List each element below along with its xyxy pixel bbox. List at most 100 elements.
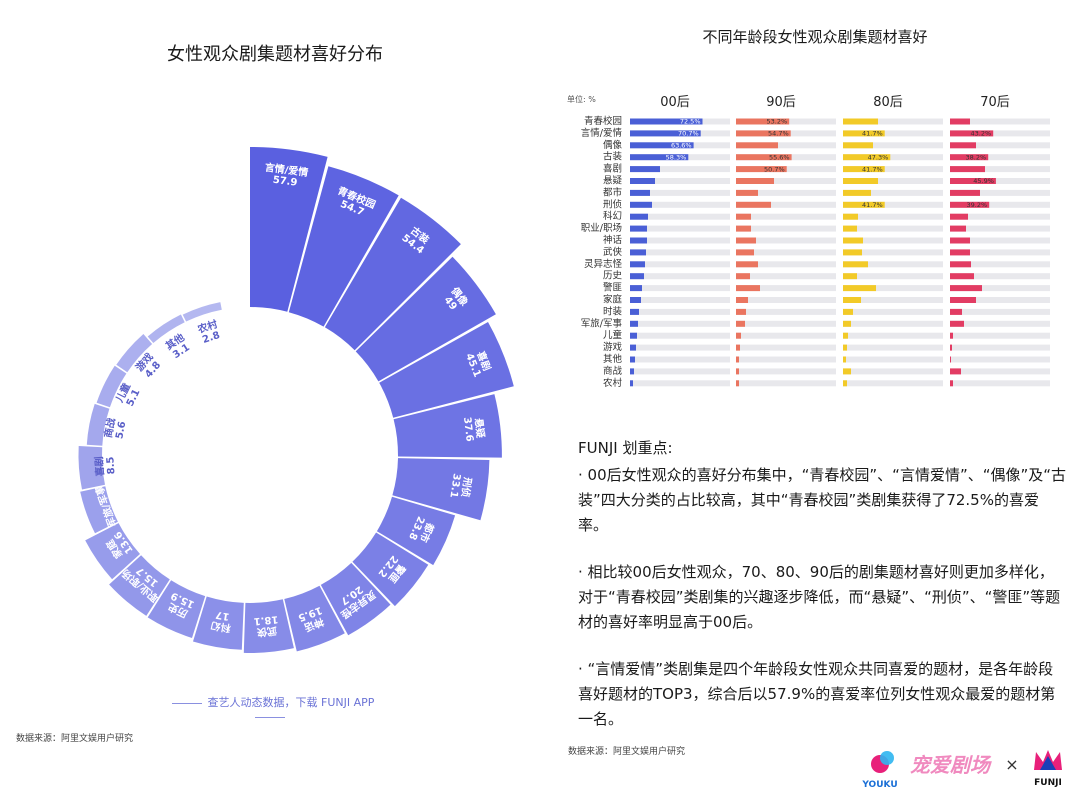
bar-80后 — [843, 189, 871, 196]
bar-90后 — [736, 368, 739, 375]
bar-track — [950, 154, 1050, 161]
bar-00后 — [630, 285, 642, 292]
bar-track — [736, 297, 836, 303]
bar-track — [950, 273, 1050, 280]
bar-70后 — [950, 249, 970, 256]
bar-value-label: 47.3% — [868, 153, 889, 161]
bar-value-label: 39.2% — [967, 201, 988, 209]
bar-00后 — [630, 213, 648, 220]
bar-category-label: 古装 — [603, 151, 623, 163]
bar-track — [736, 356, 836, 363]
bar-value-label: 45.9% — [973, 177, 994, 185]
bar-category-label: 言情/爱情 — [581, 127, 623, 139]
bar-00后 — [630, 356, 635, 363]
bar-track — [950, 285, 1050, 292]
radial-bar-segment — [182, 302, 222, 322]
bar-category-label: 科幻 — [603, 210, 622, 222]
bar-track — [736, 249, 836, 256]
promo-text: 查艺人动态数据，下载 FUNJI APP — [150, 694, 390, 723]
series-header: 80后 — [873, 95, 903, 110]
bar-80后 — [843, 118, 878, 125]
bar-track — [843, 273, 943, 280]
bar-track — [736, 308, 836, 315]
radial-bar-segment — [320, 562, 391, 636]
bar-track — [736, 273, 836, 280]
bar-70后 — [950, 213, 968, 220]
bar-70后 — [950, 273, 974, 280]
bar-80后 — [843, 332, 848, 339]
bar-80后 — [843, 249, 862, 256]
bar-80后 — [843, 225, 857, 232]
bar-track — [736, 368, 836, 375]
bar-90后 — [736, 332, 741, 339]
bar-category-label: 武侠 — [603, 246, 623, 258]
bar-track — [736, 344, 836, 351]
bar-track — [736, 225, 836, 232]
bar-00后 — [630, 166, 660, 173]
bar-track — [630, 320, 730, 327]
bar-track — [630, 178, 730, 184]
radial-category-label: 武侠 — [255, 624, 277, 639]
bar-category-label: 农村 — [603, 377, 623, 389]
bar-value-label: 50.7% — [764, 165, 785, 173]
bar-track — [843, 261, 943, 268]
radial-bar-segment — [284, 585, 345, 652]
bar-category-label: 时装 — [603, 305, 623, 317]
bar-90后 — [736, 166, 787, 173]
funji-logo-text: FUNJI — [1034, 778, 1062, 788]
bar-track — [736, 213, 836, 220]
bar-80后 — [843, 166, 885, 173]
radial-bar-segment — [392, 458, 490, 521]
bar-value-label: 41.7% — [862, 201, 883, 209]
bar-80后 — [843, 130, 885, 137]
bar-90后 — [736, 189, 758, 196]
bar-track — [843, 118, 943, 125]
radial-bar-segment — [193, 596, 244, 650]
radial-bar-segment — [85, 523, 140, 580]
bar-category-label: 儿童 — [603, 329, 623, 341]
key-point-2: · 相比较00后女性观众，70、80、90后的剧集题材喜好则更加多样化，对于“青… — [578, 563, 1061, 631]
bar-track — [950, 237, 1050, 244]
theatre-logo-text: 宠爱剧场 — [910, 753, 992, 777]
bar-00后 — [630, 344, 636, 351]
radial-category-label: 刑侦 — [459, 476, 475, 498]
bar-00后 — [630, 332, 637, 339]
bar-track — [630, 201, 730, 208]
bar-track — [843, 380, 943, 387]
bar-00后 — [630, 201, 652, 208]
bar-track — [736, 332, 836, 339]
bar-00后 — [630, 380, 633, 387]
radial-category-label: 商战 — [101, 417, 118, 439]
bar-70后 — [950, 297, 976, 303]
bar-00后 — [630, 130, 701, 137]
bar-track — [843, 154, 943, 161]
bar-category-label: 军旅/军事 — [581, 317, 623, 329]
bar-90后 — [736, 297, 748, 303]
bar-track — [630, 356, 730, 363]
radial-bar-segment — [243, 599, 294, 654]
bar-track — [843, 320, 943, 327]
bar-track — [843, 249, 943, 256]
bar-category-label: 家庭 — [603, 294, 623, 306]
bar-90后 — [736, 308, 746, 315]
radial-bar-segment — [109, 555, 170, 616]
radial-value-label: 8.5 — [105, 456, 117, 475]
bar-90后 — [736, 142, 778, 149]
bar-90后 — [736, 237, 756, 244]
bar-category-label: 悬疑 — [603, 176, 623, 187]
bar-track — [950, 189, 1050, 196]
bar-70后 — [950, 142, 976, 149]
bar-90后 — [736, 118, 790, 125]
bar-category-label: 灵异志怪 — [584, 258, 623, 270]
bar-80后 — [843, 297, 861, 303]
radial-bar-segment — [352, 532, 429, 607]
radial-value-label: 37.6 — [461, 416, 475, 442]
bar-track — [630, 297, 730, 303]
bar-track — [630, 166, 730, 173]
bar-00后 — [630, 189, 650, 196]
logo-cross: × — [1005, 755, 1018, 774]
key-points-heading: FUNJI 划重点: — [578, 439, 673, 457]
radial-value-label: 18.1 — [253, 613, 279, 626]
bar-70后 — [950, 130, 994, 137]
